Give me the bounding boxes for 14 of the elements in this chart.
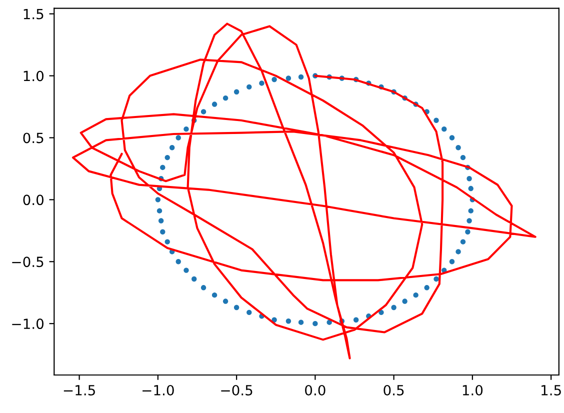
x-tick-label: 1.5 — [542, 385, 561, 396]
x-tick-label: −1.5 — [64, 385, 95, 396]
y-tick-label: −1.0 — [12, 318, 44, 330]
x-tick-label: −0.5 — [221, 384, 252, 396]
y-tick-label: 1.5 — [24, 8, 44, 20]
y-tick-label: 0.0 — [23, 194, 44, 206]
x-tick-label: 0.0 — [305, 384, 326, 396]
x-tick-label: 1.0 — [462, 384, 483, 396]
line-series — [72, 22, 536, 360]
y-tick-label: 0.5 — [23, 132, 44, 144]
y-tick-label: −0.5 — [12, 256, 44, 268]
x-tick-label: −1.0 — [142, 384, 174, 396]
x-tick-label: 0.5 — [384, 384, 404, 396]
y-tick-label: 1.0 — [24, 70, 44, 82]
